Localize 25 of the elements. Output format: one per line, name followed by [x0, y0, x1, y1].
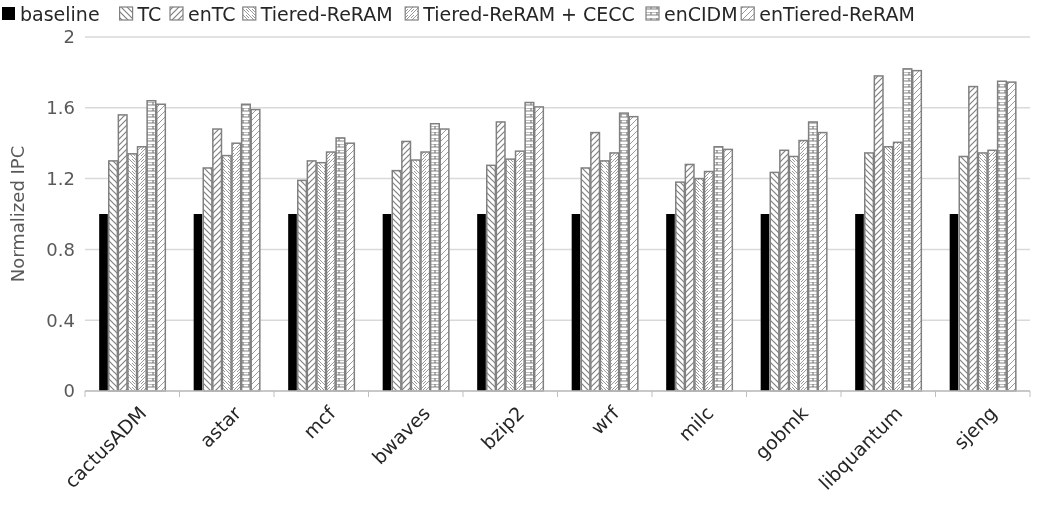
- bar: [949, 214, 959, 391]
- legend-label: baseline: [20, 2, 100, 25]
- legend-label: enTiered-ReRAM: [759, 2, 915, 25]
- bar: [477, 214, 486, 391]
- bar: [571, 214, 581, 391]
- bar: [666, 214, 675, 391]
- legend-label: TC: [136, 2, 162, 25]
- y-tick-label: 1.2: [46, 167, 75, 189]
- bar: [193, 214, 203, 391]
- y-tick-label: 0.4: [46, 309, 75, 331]
- bar: [382, 214, 392, 391]
- legend-label: Tiered-ReRAM + CECC: [422, 2, 635, 25]
- y-axis-title: Normalized IPC: [7, 145, 28, 283]
- y-tick-label: 2: [63, 26, 75, 48]
- bar: [99, 214, 108, 391]
- bar: [288, 214, 297, 391]
- legend-label: Tiered-ReRAM: [259, 2, 393, 25]
- y-tick-label: 1.6: [46, 97, 75, 119]
- y-tick-label: 0.8: [46, 238, 75, 260]
- legend-label: enCIDM: [664, 2, 738, 25]
- bar: [760, 214, 770, 391]
- bar: [855, 214, 864, 391]
- legend-label: enTC: [188, 2, 236, 25]
- y-tick-label: 0: [63, 380, 75, 402]
- x-tick-label: wrf: [586, 400, 624, 439]
